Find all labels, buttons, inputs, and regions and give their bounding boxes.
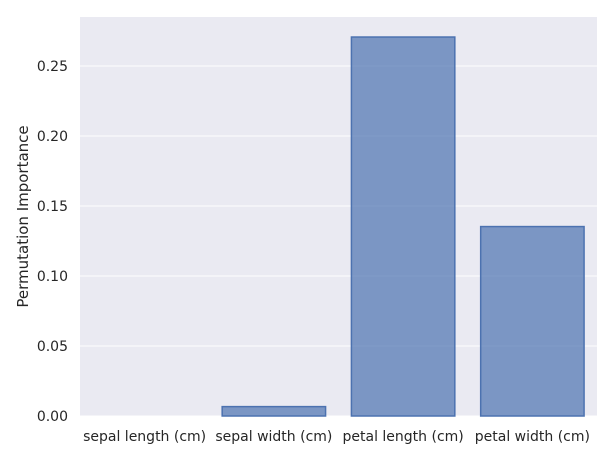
bar [479,225,585,417]
grid-lines [80,65,597,417]
bar [221,405,327,417]
y-tick-label: 0.05 [37,339,68,355]
x-axis-ticks: sepal length (cm) sepal width (cm) petal l… [83,429,590,445]
y-tick-label: 0.15 [37,199,68,215]
bar [350,36,456,417]
x-tick-label: sepal width (cm) [215,429,332,445]
x-tick-label: sepal length (cm) [83,429,206,445]
y-tick-label: 0.25 [37,59,68,75]
y-axis-label: Permutation Importance [14,125,32,307]
y-tick-label: 0.00 [37,409,68,425]
y-tick-label: 0.10 [37,269,68,285]
y-tick-label: 0.20 [37,129,68,145]
bars [221,36,585,417]
x-tick-label: petal length (cm) [343,429,464,445]
x-tick-label: petal width (cm) [475,429,590,445]
y-axis-ticks: 0.00 0.05 0.10 0.15 0.20 0.25 [37,59,68,425]
